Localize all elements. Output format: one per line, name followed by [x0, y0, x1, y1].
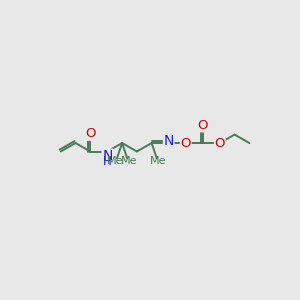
- Text: N: N: [102, 149, 112, 163]
- Text: Me: Me: [121, 156, 137, 166]
- Text: O: O: [197, 119, 208, 132]
- Text: H: H: [103, 155, 112, 168]
- Text: O: O: [85, 127, 95, 140]
- Text: O: O: [214, 136, 225, 149]
- Text: N: N: [164, 134, 174, 148]
- Text: Me: Me: [150, 156, 166, 166]
- Text: Me: Me: [107, 156, 124, 166]
- Text: O: O: [181, 136, 191, 149]
